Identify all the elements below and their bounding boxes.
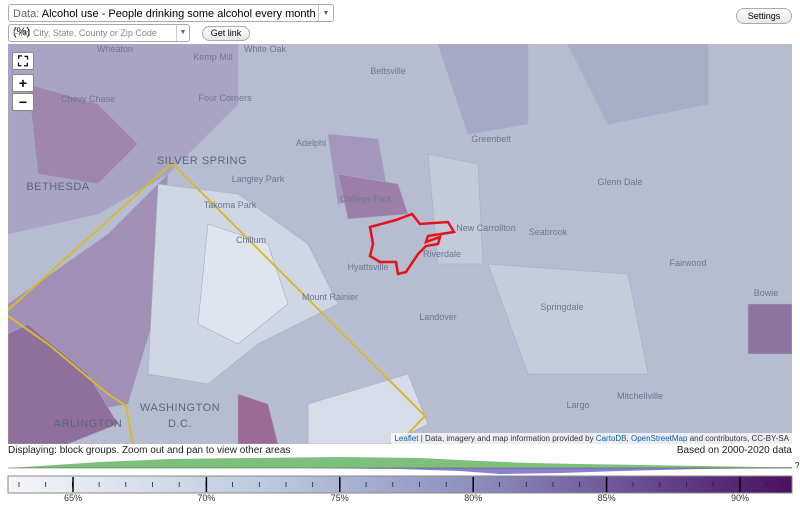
fit-button[interactable]: ⛶ — [12, 52, 34, 70]
place-label: Kemp Mill — [193, 52, 233, 62]
carto-link[interactable]: CartoDB — [595, 434, 627, 443]
status-based-on: Based on 2000-2020 data — [676, 445, 792, 456]
legend-ticks: 65% 70% 75% 80% 85% 90% — [18, 477, 767, 503]
attribution-text: | Data, imagery and map information prov… — [420, 434, 594, 443]
region — [8, 323, 119, 444]
legend-tick-label: 85% — [598, 493, 616, 503]
legend-tick-label: 75% — [331, 493, 349, 503]
place-label: D.C. — [168, 418, 192, 430]
map-canvas: Wheaton Kemp Mill White Oak Beltsville Four … — [8, 44, 792, 444]
legend: 65% 70% 75% 80% 85% 90% ? — [7, 457, 800, 503]
region — [487, 263, 649, 375]
state-boundary — [8, 315, 134, 444]
settings-button[interactable]: Settings — [736, 8, 792, 24]
region — [197, 223, 289, 345]
place-label: White Oak — [244, 44, 287, 54]
place-label: Beltsville — [370, 66, 406, 76]
place-label: Springdale — [540, 302, 583, 312]
place-label: Mount Rainier — [302, 292, 358, 302]
dropdown-arrow: ▼ — [176, 25, 189, 41]
place-label: Chevy Chase — [61, 94, 115, 104]
place-label: Landover — [419, 312, 457, 322]
place-label: Seabrook — [529, 227, 568, 237]
map[interactable]: Wheaton Kemp Mill White Oak Beltsville Four … — [8, 44, 792, 444]
region — [27, 83, 139, 185]
osm-link[interactable]: OpenStreetMap — [630, 434, 688, 443]
selected-area[interactable] — [368, 212, 457, 276]
region — [567, 44, 709, 125]
region — [427, 153, 484, 265]
data-label: Data: — [13, 8, 40, 20]
choropleth — [8, 44, 792, 444]
place-label: Fairwood — [669, 258, 706, 268]
place-label: New Carrollton — [456, 223, 516, 233]
place-label: BETHESDA — [26, 181, 89, 193]
search-placeholder: Find City, State, County or Zip Code — [13, 28, 157, 38]
data-select[interactable]: Data: Alcohol use - People drinking some… — [8, 4, 334, 38]
place-labels: Wheaton Kemp Mill White Oak Beltsville Four … — [26, 44, 778, 430]
place-label: Adelphi — [296, 138, 326, 148]
histogram-lower — [8, 468, 792, 474]
place-label: WASHINGTON — [140, 402, 220, 414]
region — [237, 393, 279, 444]
help-icon[interactable]: ? — [795, 461, 800, 470]
place-label: Largo — [566, 400, 589, 410]
zoom-out[interactable]: − — [12, 93, 34, 111]
place-label: Hyattsville — [347, 262, 388, 272]
dc-boundary — [8, 161, 427, 444]
place-label: College Park — [340, 194, 392, 204]
place-label: Takoma Park — [204, 200, 257, 210]
dropdown-arrow: ▼ — [318, 5, 333, 21]
place-label: Bowie — [754, 288, 779, 298]
place-label: SILVER SPRING — [157, 155, 247, 167]
leaflet-link[interactable]: Leaflet — [394, 434, 419, 443]
status-displaying: Displaying: block groups. Zoom out and p… — [8, 445, 291, 456]
get-link-button[interactable]: Get link — [202, 26, 250, 41]
place-label: Chillum — [236, 235, 266, 245]
region — [437, 44, 529, 135]
place-label: Mitchellville — [617, 391, 663, 401]
place-label: Wheaton — [97, 44, 133, 54]
attribution: Leaflet | Data, imagery and map informat… — [391, 433, 792, 444]
region — [747, 303, 792, 355]
place-label: Riverdale — [423, 249, 461, 259]
data-value: Alcohol use - People drinking some alcoh… — [13, 8, 316, 38]
place-label: Four Corners — [198, 93, 252, 103]
place-label: ARLINGTON — [54, 418, 122, 430]
legend-tick-label: 70% — [197, 493, 215, 503]
legend-tick-label: 80% — [464, 493, 482, 503]
legend-tick-label: 90% — [731, 493, 749, 503]
place-label: Langley Park — [232, 174, 285, 184]
legend-tick-label: 65% — [64, 493, 82, 503]
zoom-in[interactable]: + — [12, 74, 34, 92]
region — [337, 173, 409, 220]
attribution-text: and contributors, CC-BY-SA — [689, 434, 789, 443]
histogram-upper — [8, 457, 792, 468]
place-label: Greenbelt — [471, 134, 511, 144]
search-input[interactable]: Find City, State, County or Zip Code ▼ — [8, 24, 190, 42]
place-label: Glenn Dale — [597, 177, 642, 187]
color-scale — [7, 475, 793, 494]
